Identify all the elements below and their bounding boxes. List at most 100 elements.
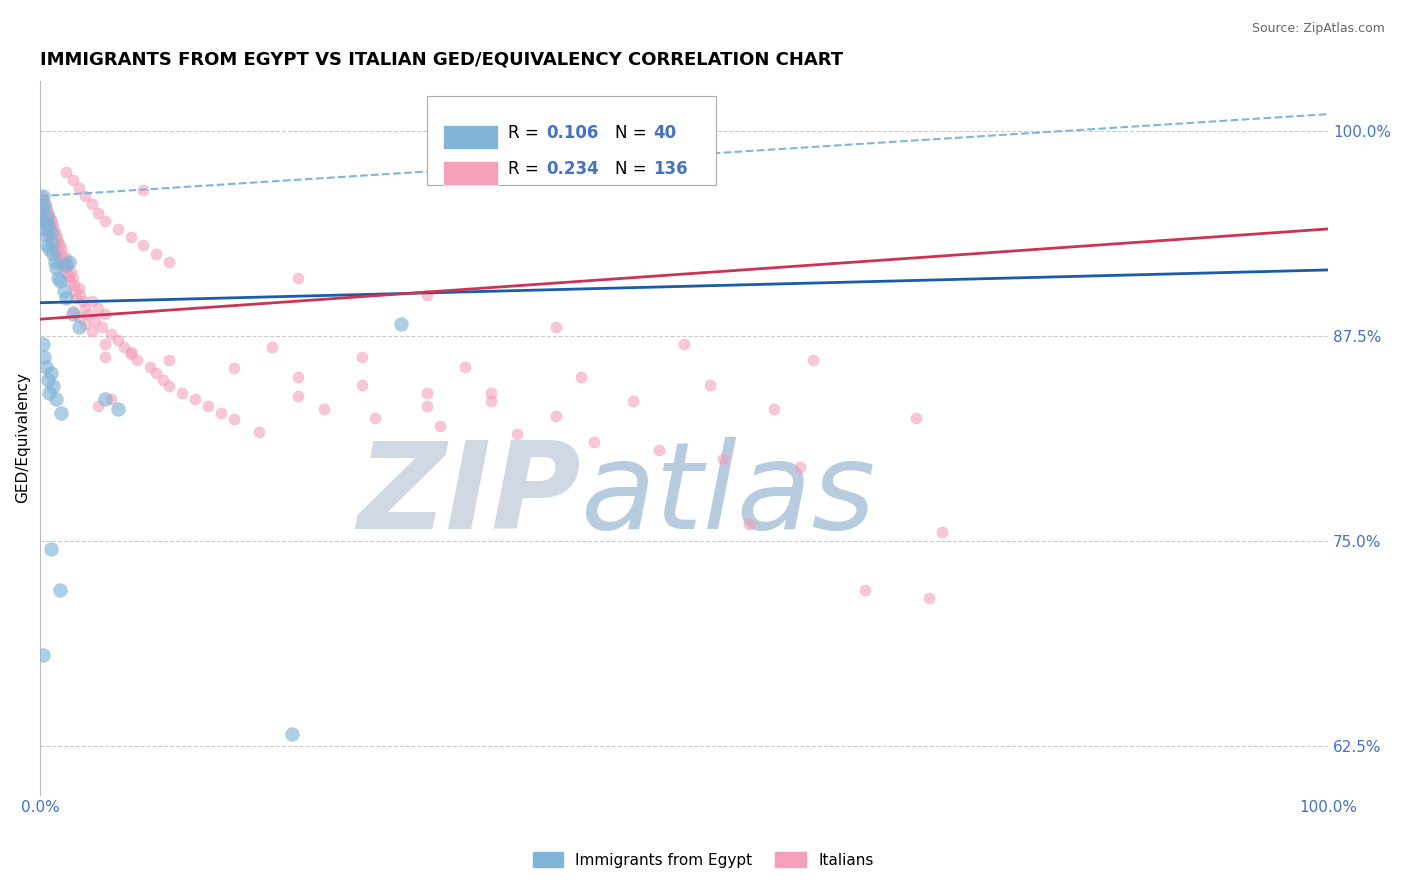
Point: [32, 189, 55, 203]
Point: [107, 222, 129, 236]
Point: [94, 307, 117, 321]
Point: [711, 451, 734, 466]
Point: [80, 324, 103, 338]
Point: [389, 317, 412, 331]
Point: [35, 202, 58, 217]
Point: [34, 219, 56, 233]
Text: N =: N =: [614, 160, 651, 178]
Point: [53, 261, 76, 276]
Point: [87, 205, 110, 219]
Point: [59, 274, 82, 288]
Point: [32, 648, 55, 663]
Point: [94, 336, 117, 351]
Point: [62, 173, 84, 187]
Point: [32, 197, 55, 211]
Point: [41, 215, 63, 229]
Point: [45, 228, 67, 243]
Point: [49, 406, 72, 420]
Point: [222, 412, 245, 426]
Point: [62, 304, 84, 318]
Point: [35, 238, 58, 252]
Point: [94, 350, 117, 364]
Point: [44, 254, 66, 268]
Point: [32, 205, 55, 219]
Point: [789, 459, 811, 474]
Point: [45, 261, 67, 276]
Point: [80, 294, 103, 309]
Text: IMMIGRANTS FROM EGYPT VS ITALIAN GED/EQUIVALENCY CORRELATION CHART: IMMIGRANTS FROM EGYPT VS ITALIAN GED/EQU…: [41, 51, 844, 69]
Point: [45, 242, 67, 256]
Point: [44, 238, 66, 252]
Point: [48, 582, 70, 597]
Point: [37, 373, 59, 387]
Point: [32, 213, 55, 227]
Point: [107, 402, 129, 417]
Point: [100, 326, 122, 341]
Point: [454, 359, 477, 374]
Point: [39, 212, 62, 227]
Point: [41, 225, 63, 239]
Point: [48, 271, 70, 285]
Point: [763, 402, 786, 417]
Point: [42, 246, 65, 260]
Point: [32, 195, 55, 210]
Point: [44, 225, 66, 239]
Point: [247, 425, 270, 440]
Point: [287, 389, 309, 403]
Point: [479, 394, 502, 409]
Point: [39, 232, 62, 246]
Text: R =: R =: [508, 124, 544, 143]
Point: [132, 183, 155, 197]
Point: [49, 258, 72, 272]
Point: [918, 591, 941, 605]
Point: [364, 410, 387, 425]
Point: [312, 402, 335, 417]
Point: [67, 310, 90, 325]
Point: [87, 301, 110, 315]
Point: [55, 164, 77, 178]
Point: [80, 197, 103, 211]
Point: [67, 281, 90, 295]
Point: [429, 418, 451, 433]
Point: [39, 225, 62, 239]
Point: [63, 277, 86, 292]
Point: [416, 399, 439, 413]
Point: [32, 222, 55, 236]
Point: [287, 369, 309, 384]
Point: [132, 238, 155, 252]
Point: [58, 268, 80, 282]
Point: [145, 366, 167, 380]
Point: [32, 193, 55, 207]
Point: [75, 317, 97, 331]
Point: [67, 320, 90, 334]
Point: [58, 254, 80, 268]
Point: [62, 271, 84, 285]
Point: [853, 582, 876, 597]
Point: [157, 254, 180, 268]
Point: [31, 197, 53, 211]
Point: [34, 215, 56, 229]
Point: [280, 727, 302, 741]
Point: [45, 392, 67, 407]
Point: [65, 291, 87, 305]
Point: [222, 361, 245, 376]
Point: [51, 248, 73, 262]
Point: [39, 541, 62, 556]
Point: [91, 320, 114, 334]
Point: [31, 202, 53, 217]
Point: [287, 271, 309, 285]
Point: [39, 366, 62, 380]
Point: [152, 373, 174, 387]
Point: [931, 525, 953, 540]
Point: [34, 209, 56, 223]
Point: [583, 435, 606, 450]
Point: [37, 225, 59, 239]
Point: [94, 392, 117, 407]
Point: [157, 379, 180, 393]
Point: [35, 222, 58, 236]
Point: [56, 258, 79, 272]
Point: [673, 336, 696, 351]
Point: [69, 287, 91, 301]
Point: [34, 359, 56, 374]
Text: atlas: atlas: [581, 436, 876, 554]
